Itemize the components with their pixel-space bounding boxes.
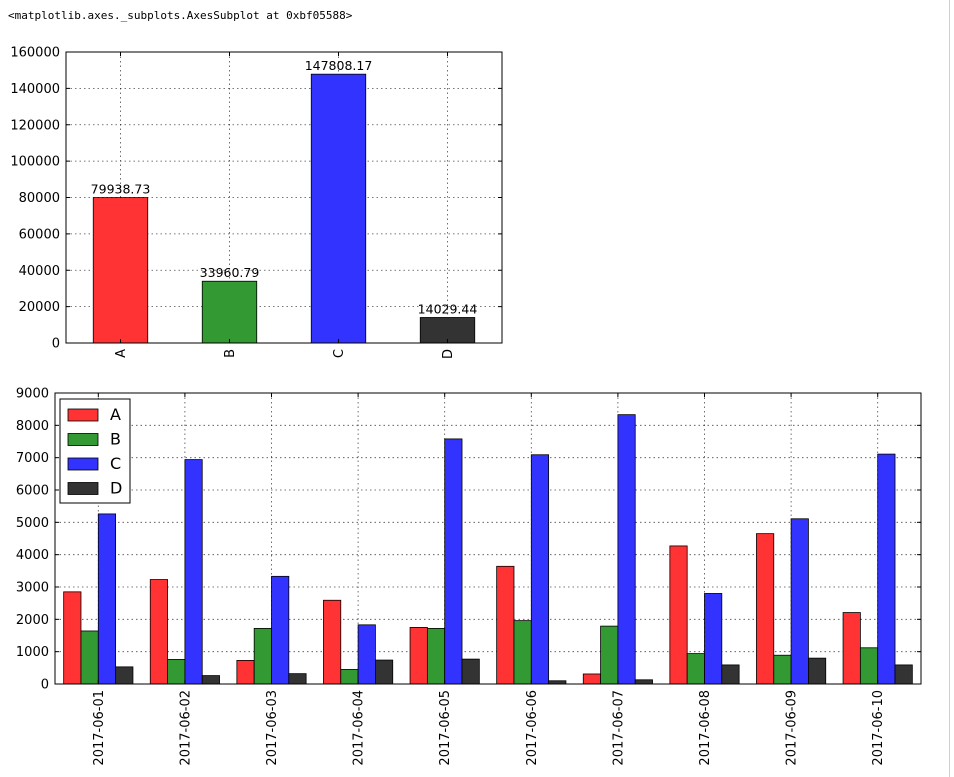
chart1-frame [65,51,503,344]
chart2-ytick-label: 9000 [16,387,49,402]
bar-B [201,280,258,344]
chart2-xtick-label: 2017-06-08 [698,690,713,766]
chart2-xtick-label: 2017-06-10 [871,690,886,766]
chart1-group: 0 20000 40000 60000 80000 100000 120000 140000 1… [10,46,503,359]
legend-swatch-C [67,457,99,471]
bar-C-2017-06-09 [790,518,809,685]
chart1-xtick-label: B [223,349,238,358]
chart1-xtick-label: D [441,349,456,359]
chart1-xtick-label: C [332,349,347,358]
bar-B-2017-06-09 [773,654,792,685]
bar-C-2017-06-01 [97,513,117,685]
bar-D-2017-06-04 [375,659,394,685]
bar-B-2017-06-02 [167,659,186,685]
bar-A-2017-06-01 [63,591,82,685]
chart1-ytick-label: 140000 [10,82,60,97]
bar-D-2017-06-05 [461,658,480,685]
chart1-xtick-label: A [114,349,129,358]
bar-D-2017-06-08 [721,664,740,685]
bar-D-2017-06-01 [115,666,134,685]
bar-B-2017-06-01 [80,630,99,685]
chart2-xtick-label: 2017-06-04 [352,690,367,766]
bar-D-2017-06-10 [894,664,913,685]
bar-A-2017-06-10 [842,612,861,685]
bar-B-2017-06-05 [426,627,446,685]
bar-D [419,317,476,344]
bar-value-label: 79938.73 [91,182,151,197]
bar-B-2017-06-03 [253,627,272,685]
legend-label-B: B [110,430,121,449]
bar-value-label: 147808.17 [305,58,373,73]
chart2-xtick-label: 2017-06-01 [92,690,107,766]
chart2-xtick-label: 2017-06-02 [178,690,193,766]
legend-swatch-A [67,408,99,422]
chart2-ytick-label: 2000 [16,613,49,628]
chart2-ytick-label: 3000 [16,581,49,596]
legend-swatch-B [67,433,99,446]
bar-C-2017-06-06 [530,454,550,685]
chart2-xtick-label: 2017-06-07 [611,690,626,766]
bar-A-2017-06-06 [496,565,515,685]
chart1-ytick-label: 0 [52,337,60,352]
bar-D-2017-06-09 [808,657,827,685]
chart2-ytick-label: 0 [41,678,49,693]
bar-C-2017-06-02 [184,459,203,685]
legend-label-A: A [110,405,121,424]
bar-B-2017-06-07 [600,625,619,685]
bar-C-2017-06-04 [357,624,376,685]
bar-A-2017-06-09 [756,533,775,685]
chart2-ytick-label: 6000 [16,484,49,499]
bar-A [92,197,149,344]
bar-C-2017-06-03 [271,575,290,685]
bar-B-2017-06-04 [340,669,359,685]
chart1-ytick-label: 60000 [19,227,60,242]
chart2-group: 0 1000 2000 3000 4000 5000 6000 7000 8000 9000 201… [16,387,922,766]
bar-C-2017-06-10 [877,453,896,685]
chart2-ytick-label: 5000 [16,516,49,531]
bar-C-2017-06-07 [617,414,636,685]
chart2-ytick-label: 8000 [16,419,49,434]
cell-output-text: <matplotlib.axes._subplots.AxesSubplot a… [8,9,353,22]
bar-A-2017-06-03 [236,659,255,685]
chart2-ytick-label: 4000 [16,548,49,563]
bar-D-2017-06-02 [201,675,220,685]
bar-A-2017-06-04 [323,599,342,685]
bar-A-2017-06-02 [149,579,168,685]
chart2-xtick-label: 2017-06-05 [438,690,453,766]
legend-label-C: C [110,454,121,473]
bar-B-2017-06-10 [859,647,879,685]
bar-B-2017-06-06 [513,620,532,685]
chart1-ytick-label: 120000 [10,118,60,133]
chart2-ytick-label: 1000 [16,645,49,660]
bar-C [310,73,367,344]
chart2-xtick-label: 2017-06-03 [265,690,280,766]
chart2-xtick-label: 2017-06-06 [525,690,540,766]
chart2-xtick-label: 2017-06-09 [785,690,800,766]
chart2-frame [54,392,922,685]
bar-A-2017-06-05 [409,627,428,685]
chart1-ytick-label: 80000 [19,191,60,206]
legend-label-D: D [110,479,122,498]
chart2-ytick-label: 7000 [16,451,49,466]
bar-value-label: 33960.79 [200,265,260,280]
chart1-ytick-label: 100000 [10,155,60,170]
panel-right-border [949,0,950,777]
bar-A-2017-06-08 [669,545,688,685]
chart1-ytick-label: 160000 [10,46,60,61]
bar-C-2017-06-08 [704,593,723,685]
bar-D-2017-06-03 [288,673,307,685]
bar-value-label: 14029.44 [418,301,478,316]
bar-D-2017-06-07 [634,679,653,685]
chart1-ytick-label: 40000 [19,264,60,279]
bar-B-2017-06-08 [686,653,705,685]
legend-swatch-D [67,482,99,495]
bar-A-2017-06-07 [582,673,601,685]
bar-C-2017-06-05 [444,438,463,685]
chart1-ytick-label: 20000 [19,300,60,315]
